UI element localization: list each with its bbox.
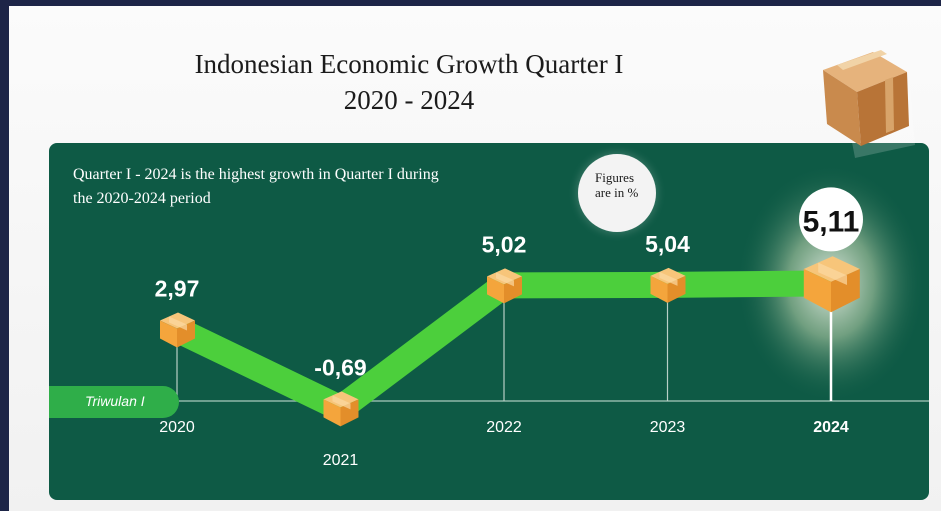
infographic-frame: Indonesian Economic Growth Quarter I 202… <box>9 6 941 511</box>
chart-title: Indonesian Economic Growth Quarter I 202… <box>129 46 689 118</box>
highlight-note: Quarter I - 2024 is the highest growth i… <box>73 166 439 207</box>
point-marker-2022 <box>487 268 522 304</box>
chart-title-line-1: Indonesian Economic Growth Quarter I <box>194 49 624 79</box>
units-badge: Figures are in % <box>578 154 656 232</box>
point-marker-2020 <box>160 312 195 348</box>
value-label-2023: 5,04 <box>645 231 690 257</box>
x-tick-label-2022: 2022 <box>486 419 522 436</box>
x-tick-label-2023: 2023 <box>650 419 686 436</box>
point-marker-2021 <box>323 391 359 427</box>
value-label-2024: 5,11 <box>803 205 860 238</box>
axis-tag-label: Triwulan I <box>85 393 145 409</box>
falling-package-icon <box>823 50 915 158</box>
x-tick-label-2024: 2024 <box>813 419 849 436</box>
x-tick-label-2020: 2020 <box>159 419 195 436</box>
chart-title-line-2: 2020 - 2024 <box>343 85 475 115</box>
units-note: Figures are in % <box>595 170 639 200</box>
value-label-2020: 2,97 <box>155 275 200 301</box>
highlight-value-bubble <box>799 187 863 252</box>
point-marker-2024 <box>803 256 860 313</box>
value-label-2021: -0,69 <box>314 354 366 380</box>
x-tick-label-2021: 2021 <box>323 452 359 469</box>
growth-line-chart: 2,97 -0,69 5,02 5,04 5,11 2020 2021 2022 2023 20… <box>155 163 929 469</box>
point-marker-2023 <box>650 267 686 303</box>
chart-panel: Quarter I - 2024 is the highest growth i… <box>49 143 929 500</box>
axis-tag: Triwulan I <box>49 386 179 418</box>
value-label-2022: 5,02 <box>482 231 527 257</box>
